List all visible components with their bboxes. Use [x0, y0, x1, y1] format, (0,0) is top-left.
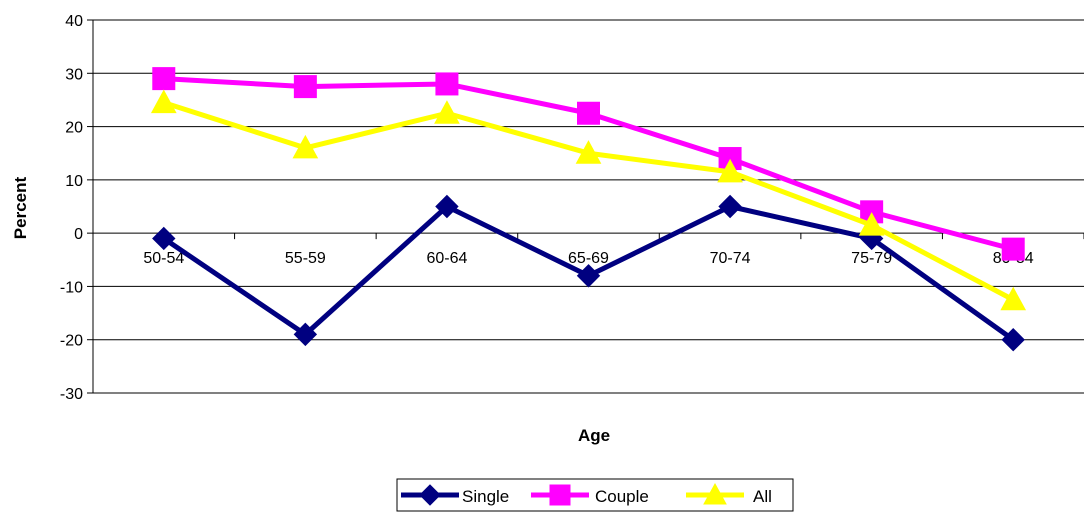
- x-tick-label: 60-64: [426, 250, 467, 267]
- series-couple: [152, 67, 1025, 261]
- data-point: [1001, 328, 1025, 352]
- data-point: [152, 67, 176, 91]
- gridlines: [93, 19, 1084, 394]
- data-point: [434, 100, 460, 124]
- data-point: [703, 482, 727, 505]
- data-point: [435, 72, 459, 96]
- legend-label: All: [753, 487, 772, 506]
- data-point: [576, 264, 601, 288]
- y-axis-ticks: 40 30 20 10 0 -10 -20 -30: [60, 13, 93, 403]
- data-point: [549, 484, 571, 506]
- x-tick-label: 50-54: [143, 250, 184, 267]
- data-point: [1000, 286, 1027, 311]
- y-tick-label: -10: [60, 279, 83, 296]
- legend-entry-couple: Couple: [531, 484, 649, 506]
- y-tick-label: 20: [65, 120, 83, 137]
- y-tick-label: 30: [65, 66, 83, 83]
- data-point: [293, 75, 317, 99]
- data-point: [718, 194, 742, 219]
- data-point: [419, 484, 441, 506]
- data-point: [575, 140, 602, 164]
- series-single: [152, 194, 1025, 352]
- data-point: [717, 158, 743, 183]
- x-tick-label: 75-79: [851, 250, 892, 267]
- data-point: [150, 89, 177, 114]
- y-tick-label: 10: [65, 173, 83, 190]
- data-point: [1001, 237, 1025, 261]
- x-tick-label: 65-69: [568, 250, 609, 267]
- data-point: [152, 226, 176, 251]
- y-axis-title: Percent: [11, 176, 30, 239]
- y-tick-label: 0: [74, 226, 83, 243]
- y-tick-label: 40: [65, 13, 83, 30]
- x-tick-label: 70-74: [710, 250, 751, 267]
- series-all: [150, 89, 1027, 311]
- legend-label: Single: [462, 487, 509, 506]
- legend-entry-all: All: [686, 482, 772, 506]
- legend-label: Couple: [595, 487, 649, 506]
- x-axis-title: Age: [578, 426, 610, 445]
- data-point: [435, 194, 459, 219]
- legend-entry-single: Single: [401, 484, 509, 506]
- series-layer: [150, 67, 1027, 352]
- data-point: [292, 134, 319, 159]
- data-point: [858, 212, 885, 236]
- data-point: [293, 322, 318, 347]
- x-tick-label: 55-59: [285, 250, 326, 267]
- y-tick-label: -30: [60, 386, 83, 403]
- y-tick-label: -20: [60, 333, 83, 350]
- legend: Single Couple All: [396, 478, 794, 512]
- data-point: [577, 101, 600, 125]
